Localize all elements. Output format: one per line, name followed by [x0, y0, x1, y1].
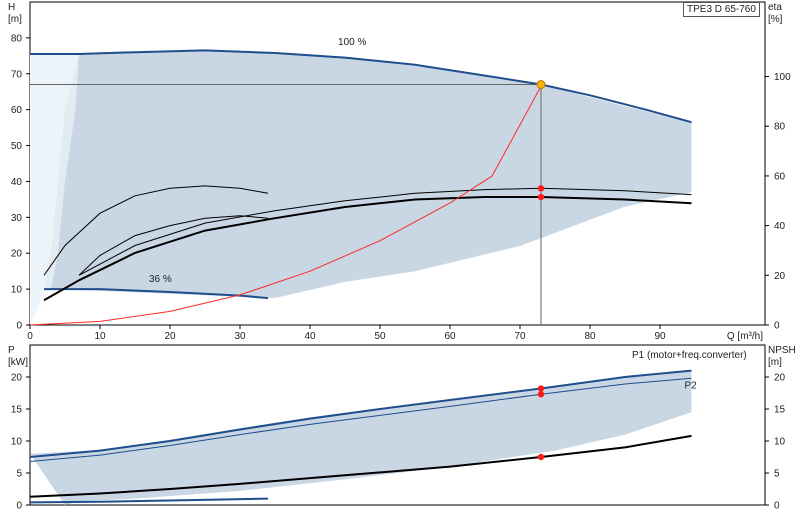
y-left-axis-label: P [8, 345, 15, 356]
y-right-tick-label: 20 [774, 373, 786, 384]
series-line-2 [43, 185, 269, 276]
y-right-tick-label: 60 [774, 171, 786, 182]
y-right-tick-label: 80 [774, 122, 786, 133]
x-tick-label: 0 [27, 331, 33, 342]
chart-power-npsh: P1 (motor+freq.converter)P20510152005101… [8, 344, 796, 512]
series-line-2 [29, 434, 692, 498]
series-line-3 [78, 215, 269, 276]
model-label: TPE3 D 65-760 [683, 2, 760, 17]
y-left-tick-label: 20 [11, 249, 23, 260]
y-right-tick-label: 20 [774, 271, 786, 282]
x-tick-label: 10 [94, 331, 106, 342]
operating-area [30, 50, 692, 299]
marker-left-1 [537, 391, 545, 398]
series-line-5 [43, 196, 692, 302]
x-tick-label: 90 [654, 331, 666, 342]
y-right-tick-label: 0 [774, 321, 780, 332]
y-left-axis-label: H [8, 2, 15, 13]
series-line-6 [29, 86, 542, 326]
x-tick-label: 80 [584, 331, 596, 342]
series-line-1 [44, 288, 269, 300]
y-left-tick-label: 50 [11, 141, 23, 152]
y-left-axis-label: [kW] [8, 357, 28, 368]
series-label-1: P2 [685, 381, 698, 392]
chart-head-efficiency: 100 % 36 % 0 10 20 30 40 50 60 70 80 0 20 40 60 80 100 0 1… [8, 1, 791, 342]
marker-right-0 [537, 185, 545, 192]
y-left-tick-label: 40 [11, 177, 23, 188]
marker-left-0 [537, 385, 545, 392]
x-tick-label: 70 [514, 331, 526, 342]
y-right-tick-label: 5 [774, 469, 780, 480]
series-label-1: 36 % [149, 274, 172, 285]
series-label-0: 100 % [338, 37, 366, 48]
y-left-tick-label: 0 [16, 501, 22, 512]
marker-right-1 [537, 193, 545, 201]
y-right-axis-label: NPSH [768, 345, 796, 356]
y-left-tick-label: 30 [11, 213, 23, 224]
x-tick-label: 40 [304, 331, 316, 342]
series-label-0: P1 (motor+freq.converter) [632, 350, 747, 361]
low-flow-region-inner [30, 54, 79, 325]
marker-right-0 [537, 453, 545, 461]
y-left-tick-label: 80 [11, 33, 23, 44]
series-line-0 [29, 369, 692, 458]
y-right-axis-label: [%] [768, 14, 783, 25]
x-tick-label: 60 [444, 331, 456, 342]
y-left-tick-label: 20 [11, 373, 23, 384]
y-left-tick-label: 5 [16, 469, 22, 480]
series-line-0 [30, 49, 692, 124]
y-right-axis-label: eta [768, 2, 782, 13]
y-left-tick-label: 0 [16, 321, 22, 332]
series-line-4 [78, 187, 692, 276]
y-right-tick-label: 40 [774, 221, 786, 232]
y-right-axis-label: [m] [768, 357, 782, 368]
y-left-tick-label: 15 [11, 405, 23, 416]
x-axis-label: Q [m³/h] [727, 331, 763, 342]
series-line-3 [29, 497, 269, 504]
x-tick-label: 20 [164, 331, 176, 342]
y-left-tick-label: 70 [11, 69, 23, 80]
series-line-1 [29, 377, 692, 462]
duty-point [536, 80, 546, 90]
y-right-tick-label: 100 [774, 72, 791, 83]
y-right-tick-label: 0 [774, 501, 780, 512]
operating-area [30, 370, 692, 505]
x-tick-label: 30 [234, 331, 246, 342]
y-left-tick-label: 10 [11, 437, 23, 448]
y-left-tick-label: 10 [11, 285, 23, 296]
y-left-tick-label: 60 [11, 105, 23, 116]
y-right-tick-label: 10 [774, 437, 786, 448]
y-left-axis-label: [m] [8, 14, 22, 25]
x-tick-label: 50 [374, 331, 386, 342]
y-right-tick-label: 15 [774, 405, 786, 416]
